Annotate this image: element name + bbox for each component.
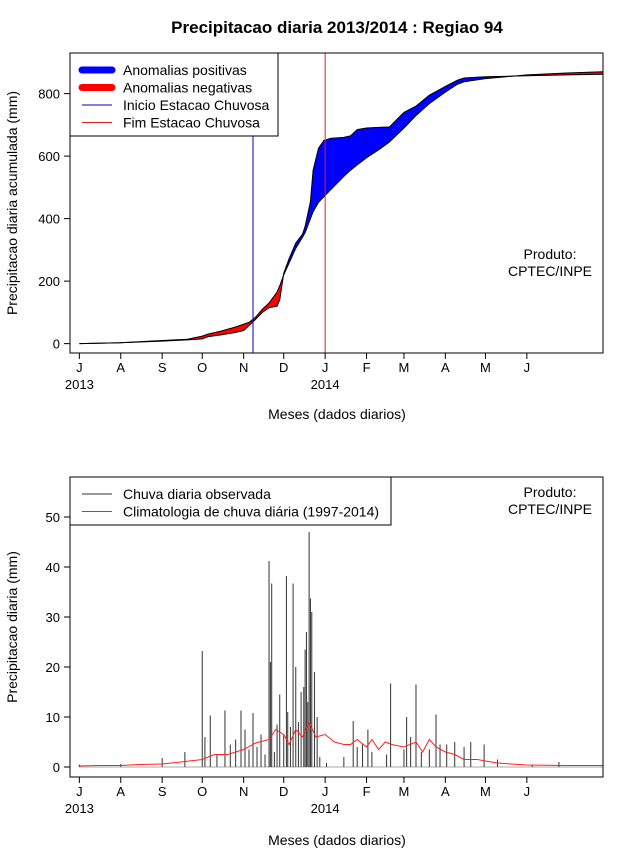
accumulated-x-year-label: 2013 (65, 377, 94, 392)
daily-y-tick-label: 30 (46, 610, 60, 625)
daily-x-tick-label: J (322, 784, 329, 799)
daily-y-axis-label: Precipitacao diaria (mm) (4, 551, 20, 703)
daily-product-source: CPTEC/INPE (508, 501, 592, 517)
daily-x-year-label: 2014 (311, 801, 340, 816)
daily-x-tick-label: D (279, 784, 288, 799)
accumulated-panel: 0 200 400 600 800 J 2013 A S O N D J 2014 F M A M J Precip… (4, 53, 603, 422)
accumulated-x-tick-label: M (399, 360, 410, 375)
accumulated-legend-label: Anomalias positivas (123, 62, 247, 78)
daily-x-tick-label: M (399, 784, 410, 799)
daily-x-tick-label: F (363, 784, 371, 799)
daily-product-label: Produto: (524, 484, 577, 500)
daily-panel: 0 10 20 30 40 50 J 2013 A S O N D J 2014 F M A M J Precipit… (4, 477, 603, 848)
positive-anomaly-area (344, 136, 351, 177)
climatology-daily-line (79, 722, 603, 766)
daily-x-tick-label: O (197, 784, 207, 799)
positive-anomaly-area (318, 141, 323, 203)
daily-x-axis-label: Meses (dados diarios) (268, 832, 406, 848)
daily-x-tick-label: A (116, 784, 125, 799)
accumulated-y-tick-label: 0 (53, 337, 60, 352)
daily-y-tick-label: 20 (46, 660, 60, 675)
daily-x-tick-label: N (239, 784, 248, 799)
positive-anomaly-area (445, 80, 457, 92)
accumulated-legend-label: Anomalias negativas (123, 80, 252, 96)
positive-anomaly-area (389, 112, 404, 142)
daily-plot-area (79, 532, 603, 767)
daily-x-tick-label: J (524, 784, 531, 799)
accumulated-x-tick-label: J (524, 360, 531, 375)
accumulated-x-tick-label: J (322, 360, 329, 375)
figure-title: Precipitacao diaria 2013/2014 : Regiao 9… (171, 18, 503, 37)
daily-legend: Chuva diaria observada Climatologia de ch… (70, 477, 391, 525)
accumulated-x-tick-label: D (279, 360, 288, 375)
daily-y-tick-label: 40 (46, 560, 60, 575)
daily-legend-label: Chuva diaria observada (123, 486, 271, 502)
accumulated-x-tick-label: M (480, 360, 491, 375)
accumulated-x-tick-label: A (441, 360, 450, 375)
daily-y-tick-label: 10 (46, 710, 60, 725)
daily-y-tick-label: 0 (53, 760, 60, 775)
positive-anomaly-area (330, 137, 343, 190)
accumulated-x-tick-label: J (76, 360, 83, 375)
accumulated-legend-label: Fim Estacao Chuvosa (123, 115, 260, 131)
daily-x-tick-label: A (441, 784, 450, 799)
accumulated-product-source: CPTEC/INPE (508, 263, 592, 279)
daily-axes: 0 10 20 30 40 50 J 2013 A S O N D J 2014 F M A M J (46, 510, 531, 816)
accumulated-legend: Anomalias positivas Anomalias negativasIn… (70, 53, 278, 136)
accumulated-x-tick-label: A (116, 360, 125, 375)
positive-anomaly-area (429, 86, 445, 103)
accumulated-x-tick-label: O (197, 360, 207, 375)
daily-y-tick-label: 50 (46, 510, 60, 525)
accumulated-x-axis-label: Meses (dados diarios) (268, 406, 406, 422)
accumulated-y-tick-label: 200 (38, 274, 60, 289)
accumulated-product-label: Produto: (524, 246, 577, 262)
daily-x-tick-label: M (480, 784, 491, 799)
daily-x-tick-label: J (76, 784, 83, 799)
daily-x-tick-label: S (158, 784, 167, 799)
accumulated-legend-label: Inicio Estacao Chuvosa (123, 97, 270, 113)
positive-anomaly-area (367, 127, 379, 157)
accumulated-x-tick-label: S (158, 360, 167, 375)
daily-x-year-label: 2013 (65, 801, 94, 816)
accumulated-y-tick-label: 800 (38, 87, 60, 102)
accumulated-x-tick-label: N (239, 360, 248, 375)
positive-anomaly-area (351, 130, 358, 171)
accumulated-x-tick-label: F (363, 360, 371, 375)
accumulated-y-axis-label: Precipitacao diaria acumulada (mm) (4, 91, 20, 315)
accumulated-y-tick-label: 600 (38, 149, 60, 164)
daily-legend-label: Climatologia de chuva diária (1997-2014) (123, 504, 379, 520)
accumulated-x-year-label: 2014 (311, 377, 340, 392)
accumulated-y-tick-label: 400 (38, 212, 60, 227)
